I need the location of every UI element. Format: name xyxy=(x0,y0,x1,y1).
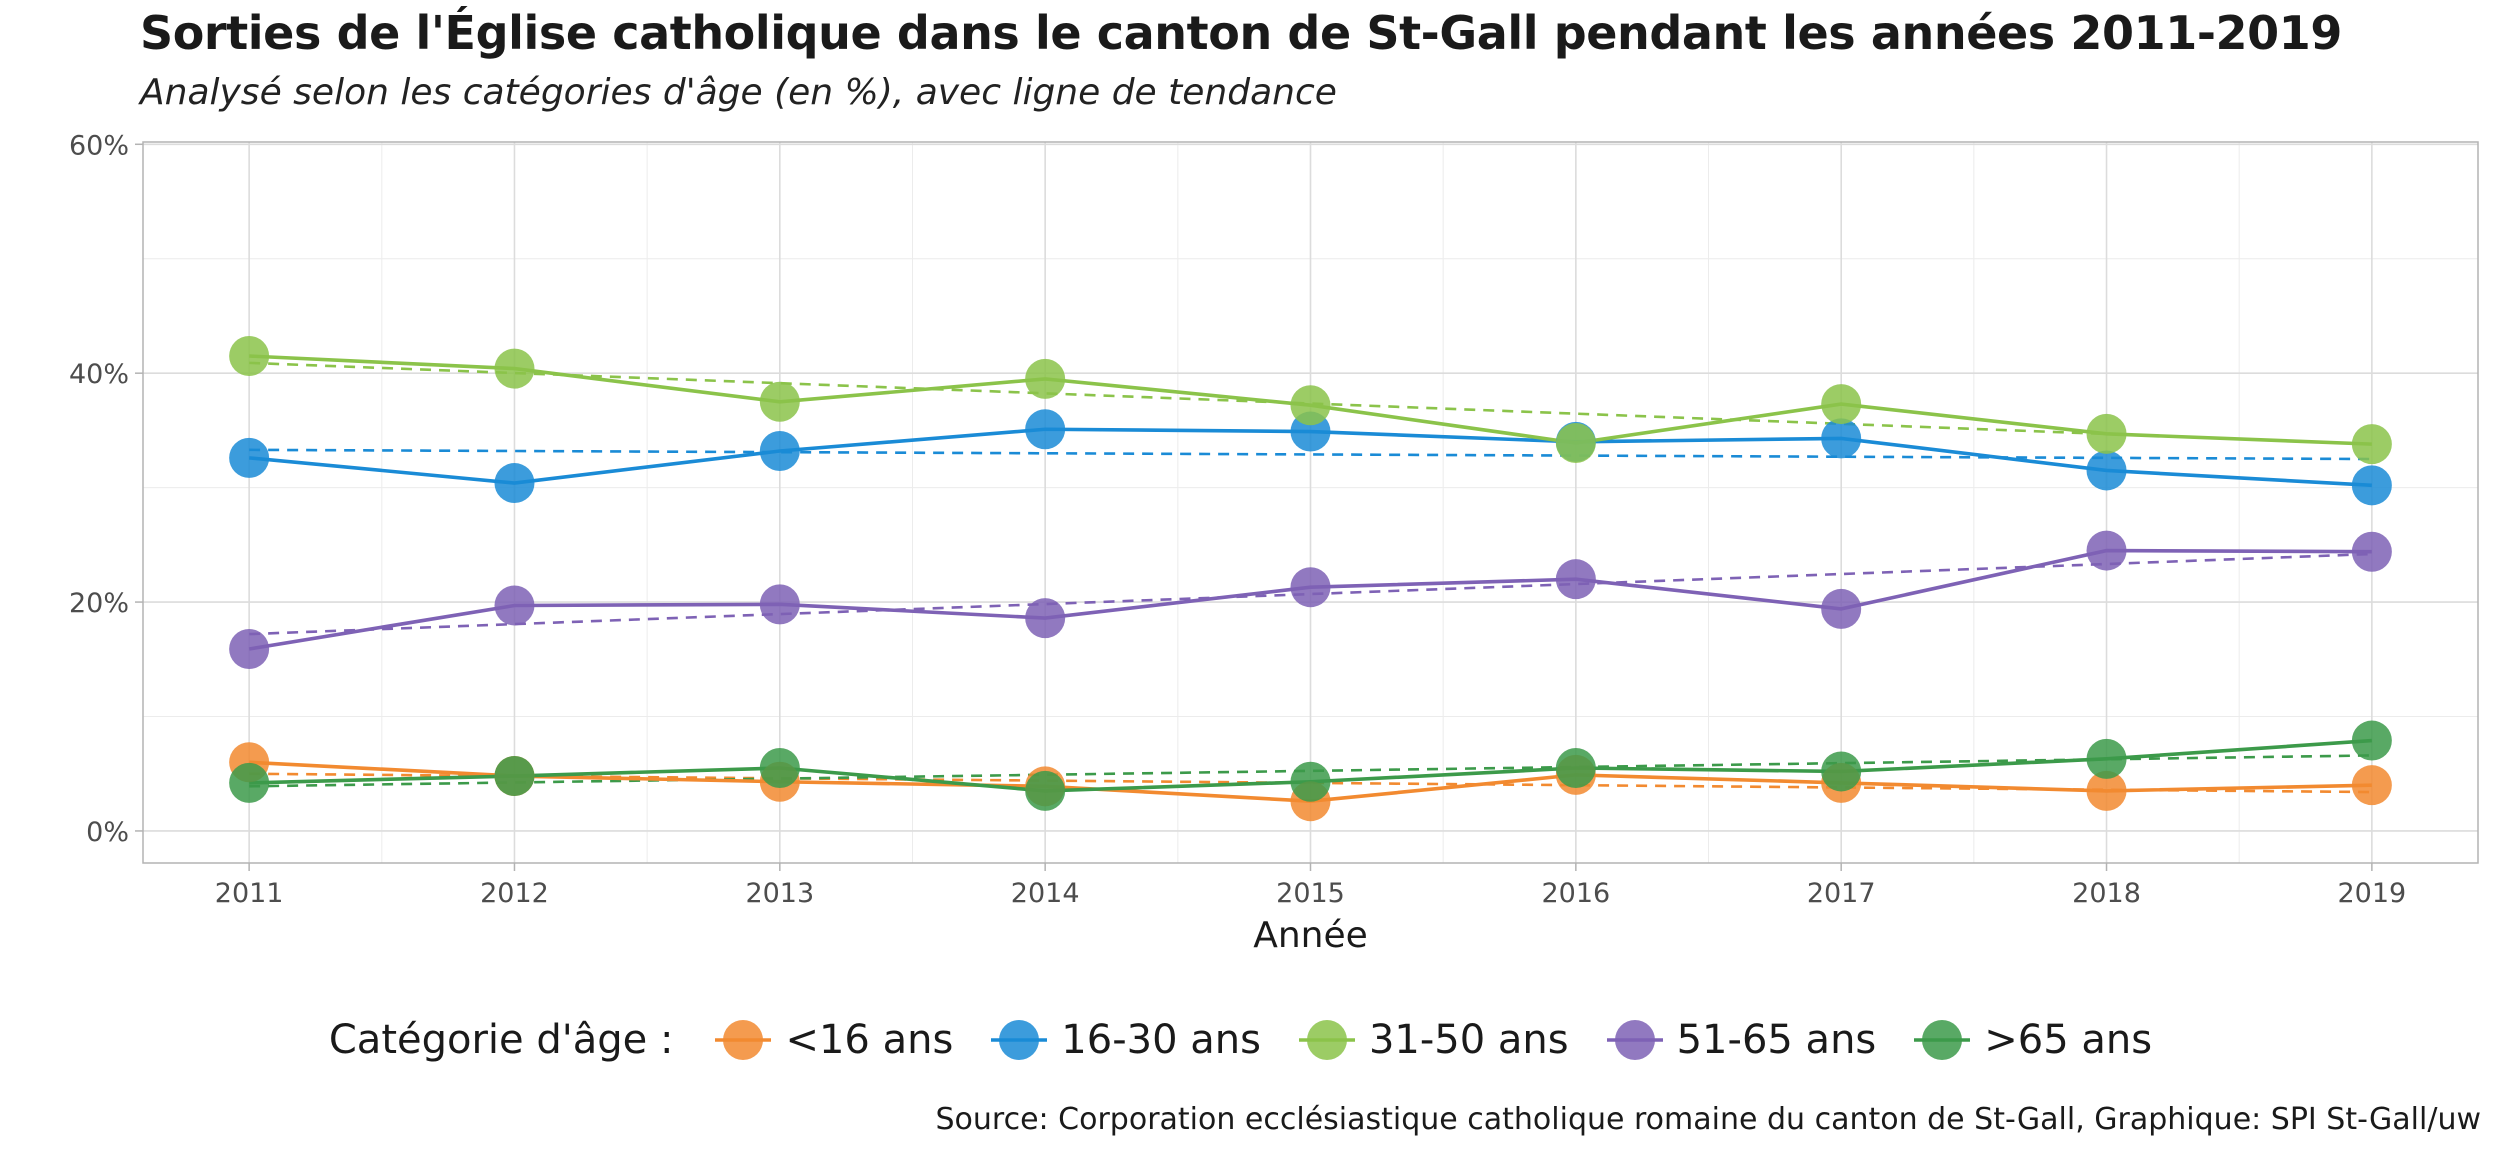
data-point xyxy=(1821,589,1861,629)
data-point xyxy=(1291,762,1331,802)
data-point xyxy=(1556,748,1596,788)
data-point xyxy=(229,336,269,376)
data-point xyxy=(2087,531,2127,571)
data-point xyxy=(2352,765,2392,805)
data-point xyxy=(760,748,800,788)
legend-label: 31-50 ans xyxy=(1369,1017,1569,1063)
legend-title: Catégorie d'âge : xyxy=(329,1017,674,1063)
legend: Catégorie d'âge : <16 ans 16-30 ans 31-50 … xyxy=(0,1012,2499,1068)
legend-item: 51-65 ans xyxy=(1607,1012,1877,1068)
x-tick-label: 2016 xyxy=(1541,878,1610,909)
x-tick-label: 2014 xyxy=(1011,878,1080,909)
data-point xyxy=(494,756,534,796)
data-point xyxy=(1291,567,1331,607)
data-point xyxy=(2352,532,2392,572)
data-point xyxy=(1025,771,1065,811)
line-chart: 0% 20% 40% 60% 2011 2012 2013 2014 2015 2016 2017 2… xyxy=(0,0,2499,1000)
data-point xyxy=(2352,424,2392,464)
data-point xyxy=(1821,418,1861,458)
data-point xyxy=(229,438,269,478)
legend-item: 31-50 ans xyxy=(1299,1012,1569,1068)
y-tick-label: 60% xyxy=(69,130,129,161)
x-tick-label: 2011 xyxy=(215,878,284,909)
data-point xyxy=(494,349,534,389)
legend-label: >65 ans xyxy=(1984,1017,2152,1063)
data-point xyxy=(760,431,800,471)
legend-item: >65 ans xyxy=(1914,1012,2152,1068)
data-point xyxy=(2352,465,2392,505)
data-point xyxy=(1821,384,1861,424)
y-tick-label: 20% xyxy=(69,588,129,619)
grid xyxy=(143,142,2478,863)
data-point xyxy=(760,382,800,422)
data-point xyxy=(229,629,269,669)
legend-key xyxy=(1299,1012,1355,1068)
legend-key-point xyxy=(1922,1020,1962,1060)
data-point xyxy=(494,463,534,503)
data-point xyxy=(2087,414,2127,454)
data-point xyxy=(760,584,800,624)
data-point xyxy=(494,586,534,626)
legend-key-point xyxy=(1615,1020,1655,1060)
axes: 0% 20% 40% 60% 2011 2012 2013 2014 2015 2016 2017 2… xyxy=(69,130,2406,909)
legend-key-point xyxy=(1307,1020,1347,1060)
data-point xyxy=(1025,359,1065,399)
x-tick-label: 2018 xyxy=(2072,878,2141,909)
data-point xyxy=(1291,385,1331,425)
legend-items: <16 ans 16-30 ans 31-50 ans 51-65 ans >65 an… xyxy=(695,1012,2170,1068)
legend-label: <16 ans xyxy=(785,1017,953,1063)
y-tick-label: 40% xyxy=(69,359,129,390)
legend-key-point xyxy=(999,1020,1039,1060)
legend-label: 16-30 ans xyxy=(1061,1017,1261,1063)
x-tick-label: 2015 xyxy=(1276,878,1345,909)
source-caption: Source: Corporation ecclésiastique catho… xyxy=(935,1102,2481,1137)
x-axis-title: Année xyxy=(1253,915,1368,956)
data-point xyxy=(229,763,269,803)
data-point xyxy=(2087,450,2127,490)
data-point xyxy=(1556,423,1596,463)
legend-item: 16-30 ans xyxy=(991,1012,1261,1068)
legend-key xyxy=(715,1012,771,1068)
x-tick-label: 2017 xyxy=(1807,878,1876,909)
x-tick-label: 2012 xyxy=(480,878,549,909)
legend-key-point xyxy=(723,1020,763,1060)
legend-key xyxy=(991,1012,1047,1068)
data-point xyxy=(1821,751,1861,791)
data-point xyxy=(2352,721,2392,761)
y-tick-label: 0% xyxy=(86,817,129,848)
x-tick-label: 2019 xyxy=(2338,878,2407,909)
legend-item: <16 ans xyxy=(715,1012,953,1068)
data-point xyxy=(2087,739,2127,779)
data-point xyxy=(1025,409,1065,449)
data-point xyxy=(1556,559,1596,599)
legend-key xyxy=(1607,1012,1663,1068)
legend-label: 51-65 ans xyxy=(1677,1017,1877,1063)
data-point xyxy=(1025,598,1065,638)
x-tick-label: 2013 xyxy=(745,878,814,909)
legend-key xyxy=(1914,1012,1970,1068)
